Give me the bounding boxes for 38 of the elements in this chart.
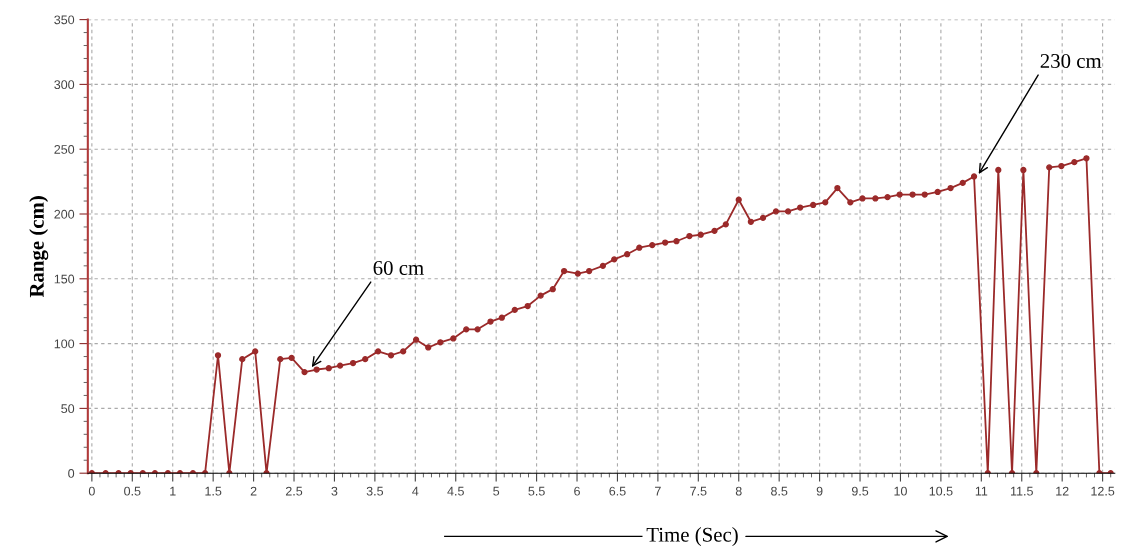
annotation: 60 cm (373, 260, 424, 276)
x-tick-label: 9.5 (851, 486, 869, 496)
x-tick-label: 12 (1056, 486, 1069, 496)
x-tick-label: 1 (170, 486, 176, 496)
x-tick-label: 0 (88, 486, 95, 496)
x-tick-label: 12.5 (1091, 486, 1115, 496)
x-tick-label: 1.5 (205, 486, 222, 496)
x-tick-label: 2 (250, 486, 257, 496)
y-tick-label: 50 (61, 404, 75, 414)
x-tick-label: 7 (655, 486, 661, 496)
x-tick-label: 8.5 (771, 486, 788, 496)
x-tick-label: 5.5 (528, 486, 545, 496)
x-tick-label: 4 (412, 486, 419, 496)
x-tick-label: 5 (493, 486, 500, 496)
x-tick-label: 9 (816, 486, 823, 496)
x-tick-label: 6 (574, 486, 580, 496)
x-tick-label: 4.5 (447, 486, 464, 496)
x-tick-label: 7.5 (690, 486, 707, 496)
y-tick-label: 0 (68, 469, 75, 478)
y-tick-label: 300 (54, 80, 75, 90)
x-tick-label: 10.5 (929, 486, 953, 496)
x-tick-label: 3.5 (366, 486, 384, 496)
x-tick-label: 10 (894, 486, 907, 496)
x-tick-label: 3 (331, 486, 338, 496)
x-tick-label: 8 (735, 486, 742, 496)
y-tick-label: 350 (54, 15, 75, 25)
x-tick-label: 0.5 (124, 486, 141, 496)
x-axis-title: Time (Sec) (646, 527, 738, 546)
x-tick-label: 11 (975, 486, 988, 496)
y-tick-label: 200 (54, 209, 75, 219)
y-tick-label: 250 (54, 145, 75, 154)
y-axis-title: Range (cm) (29, 196, 49, 298)
x-tick-label: 11.5 (1011, 486, 1033, 496)
y-tick-label: 150 (54, 274, 75, 284)
y-tick-label: 100 (54, 339, 75, 349)
x-tick-label: 6.5 (609, 486, 626, 496)
x-tick-label: 2.5 (285, 486, 303, 496)
annotation: 230 cm (1040, 53, 1102, 69)
